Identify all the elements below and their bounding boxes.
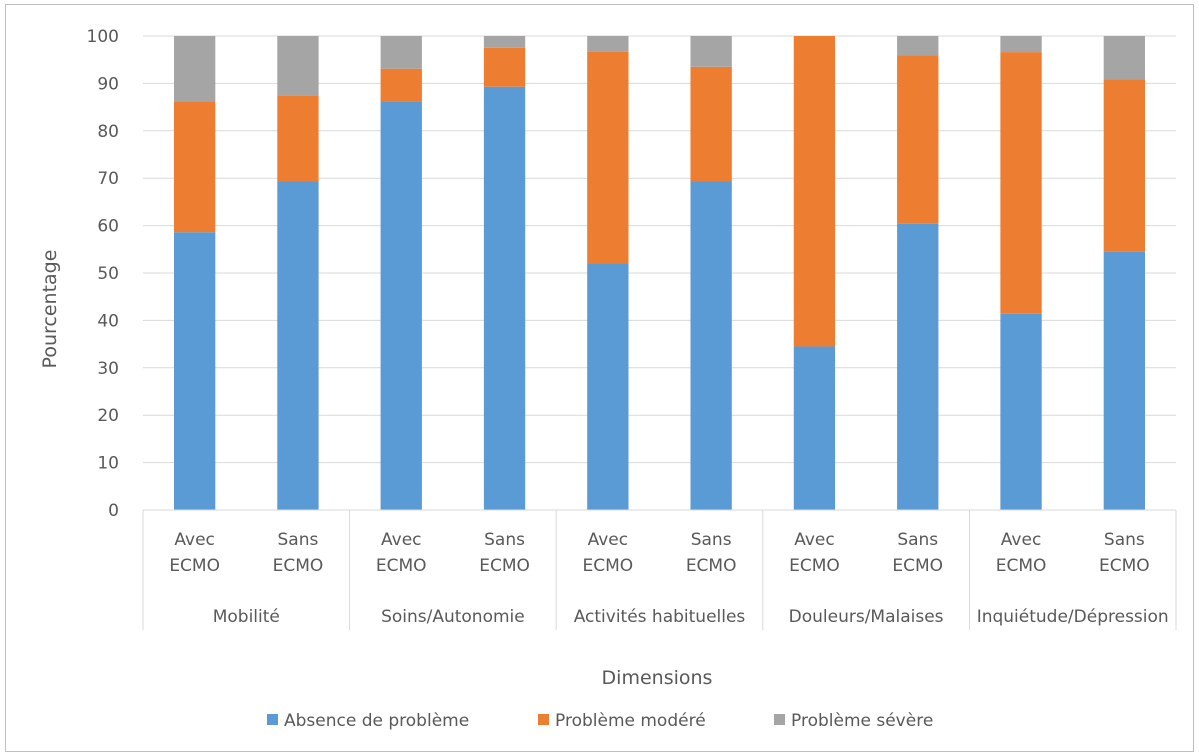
bar-segment bbox=[793, 346, 836, 510]
bar-segment bbox=[483, 86, 526, 510]
x-subcategory-label: ECMO bbox=[686, 556, 737, 576]
x-group-label: Mobilité bbox=[213, 607, 280, 627]
bar-segment bbox=[380, 68, 422, 102]
x-subcategory-label: ECMO bbox=[479, 556, 530, 576]
y-axis-title: Pourcentage bbox=[39, 250, 61, 369]
y-tick-label: 60 bbox=[97, 217, 119, 237]
bar-segment bbox=[1000, 52, 1042, 314]
legend-swatch bbox=[538, 714, 549, 725]
bar-segment bbox=[483, 47, 526, 87]
legend: Absence de problème Problème modéré Problè… bbox=[267, 711, 933, 731]
bar-segment bbox=[793, 36, 836, 347]
legend-label: Absence de problème bbox=[284, 711, 469, 731]
x-axis: Avec ECMO Sans ECMO Avec ECMO Sans ECMO Avec ECMO… bbox=[142, 509, 1177, 630]
bar-segment bbox=[587, 36, 629, 52]
bar-segment bbox=[1103, 79, 1146, 252]
x-group-label: Soins/Autonomie bbox=[381, 607, 525, 627]
bar-segment bbox=[380, 101, 422, 511]
x-subcategory-label: Avec bbox=[588, 530, 629, 550]
bar-segment bbox=[587, 263, 629, 510]
legend-swatch bbox=[774, 714, 785, 725]
bar-segment bbox=[1103, 251, 1146, 511]
bar-segment bbox=[587, 51, 629, 264]
legend-swatch bbox=[267, 714, 278, 725]
bar-segment bbox=[1103, 36, 1146, 80]
x-subcategory-label: ECMO bbox=[892, 556, 943, 576]
y-tick-label: 30 bbox=[97, 359, 119, 379]
bar-segment bbox=[380, 36, 422, 69]
x-subcategory-label: ECMO bbox=[273, 556, 324, 576]
y-tick-label: 70 bbox=[97, 169, 119, 189]
bar-segment bbox=[173, 36, 216, 102]
legend-label: Problème sévère bbox=[791, 711, 933, 731]
y-tick-label: 50 bbox=[97, 264, 119, 284]
x-subcategory-label: Avec bbox=[381, 530, 422, 550]
y-tick-label: 10 bbox=[97, 454, 119, 474]
x-subcategory-label: Avec bbox=[174, 530, 215, 550]
bar-segment bbox=[277, 181, 319, 510]
bar-segment bbox=[1000, 313, 1042, 510]
bar-segment bbox=[897, 36, 939, 56]
bars bbox=[173, 36, 1146, 511]
bar-segment bbox=[690, 181, 732, 510]
y-tick-label: 90 bbox=[97, 74, 119, 94]
bar-segment bbox=[483, 36, 526, 48]
bar-segment bbox=[173, 232, 216, 510]
x-subcategory-label: Avec bbox=[794, 530, 835, 550]
x-subcategory-label: Sans bbox=[484, 530, 525, 550]
x-group-label: Douleurs/Malaises bbox=[789, 607, 944, 627]
x-subcategory-label: Sans bbox=[691, 530, 732, 550]
x-subcategory-label: ECMO bbox=[169, 556, 220, 576]
x-subcategory-label: ECMO bbox=[583, 556, 634, 576]
bar-segment bbox=[173, 101, 216, 233]
bar-segment bbox=[277, 95, 319, 182]
bar-segment bbox=[690, 66, 732, 182]
bar-segment bbox=[277, 36, 319, 96]
y-tick-label: 20 bbox=[97, 406, 119, 426]
y-axis-ticks: 0 10 20 30 40 50 60 70 80 90 100 bbox=[87, 27, 119, 521]
bar-segment bbox=[1000, 36, 1042, 53]
x-subcategory-label: ECMO bbox=[996, 556, 1047, 576]
y-tick-label: 40 bbox=[97, 311, 119, 331]
x-subcategory-label: ECMO bbox=[376, 556, 427, 576]
y-tick-label: 80 bbox=[97, 122, 119, 142]
x-axis-title: Dimensions bbox=[602, 667, 713, 689]
legend-label: Problème modéré bbox=[555, 711, 706, 731]
x-subcategory-label: Avec bbox=[1001, 530, 1042, 550]
bar-segment bbox=[897, 55, 939, 224]
x-group-label: Activités habituelles bbox=[574, 607, 746, 627]
y-tick-label: 0 bbox=[108, 501, 119, 521]
bar-segment bbox=[897, 223, 939, 511]
x-subcategory-label: ECMO bbox=[1099, 556, 1150, 576]
x-subcategory-label: Sans bbox=[1104, 530, 1145, 550]
x-subcategory-label: ECMO bbox=[789, 556, 840, 576]
x-subcategory-label: Sans bbox=[897, 530, 938, 550]
x-group-label: Inquiétude/Dépression bbox=[977, 607, 1169, 627]
bar-segment bbox=[690, 36, 732, 67]
y-tick-label: 100 bbox=[87, 27, 119, 47]
x-subcategory-label: Sans bbox=[278, 530, 319, 550]
